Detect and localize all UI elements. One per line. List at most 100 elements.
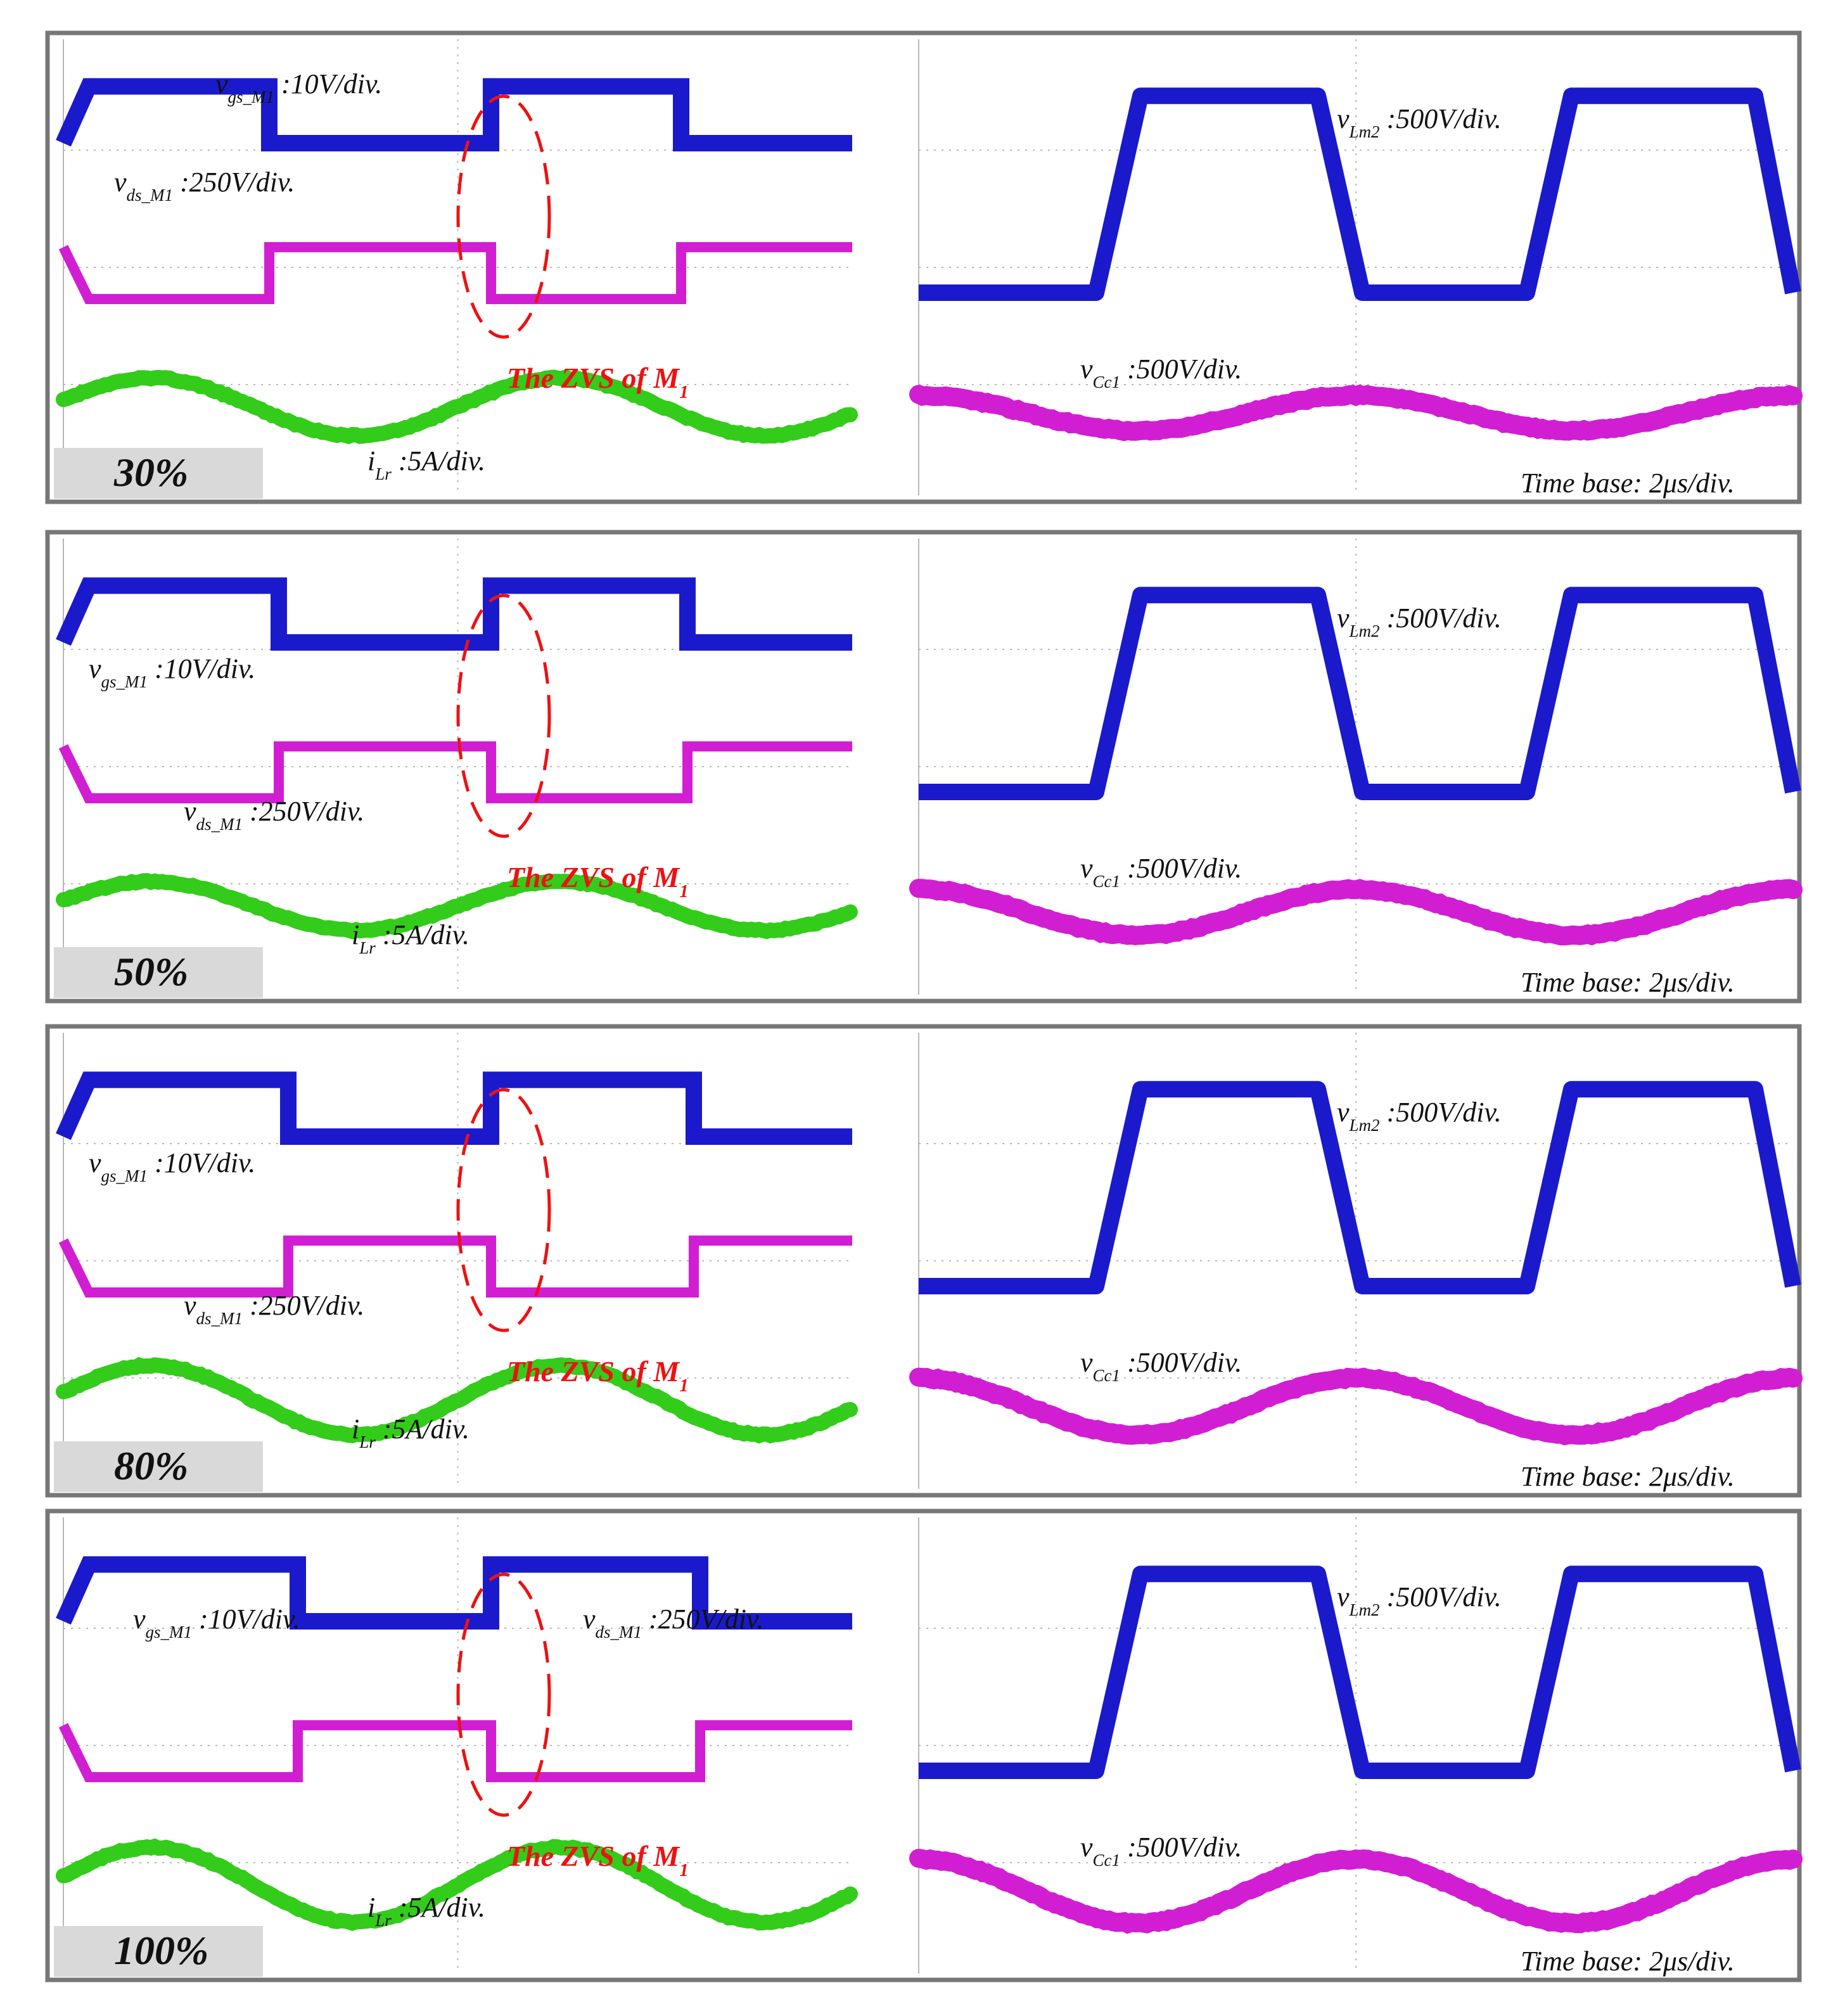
iLr-trace — [56, 873, 858, 940]
vgs-label-suffix: :10V/div. — [148, 653, 255, 684]
vgs-label-sub: gs_M1 — [146, 1623, 193, 1642]
vds-label: vds_M1 :250V/div. — [184, 796, 364, 834]
vgs-label: vgs_M1 :10V/div. — [89, 653, 255, 691]
vLm2-label-suffix: :500V/div. — [1380, 603, 1502, 634]
vgs-label: vgs_M1 :10V/div. — [215, 68, 382, 106]
vgs-label-sub: gs_M1 — [101, 1166, 148, 1185]
vCc1-label-sub: Cc1 — [1093, 872, 1121, 891]
vgs-label-suffix: :10V/div. — [192, 1604, 300, 1635]
load-label: 50% — [114, 949, 188, 994]
vgs-trace — [56, 577, 852, 651]
vCc1-label-suffix: :500V/div. — [1120, 1347, 1242, 1378]
vCc1-trace — [909, 1849, 1803, 1934]
iLr-label-suffix: :5A/div. — [376, 1413, 469, 1445]
vgs-label-main: v — [89, 1147, 101, 1178]
time-base-label: Time base: 2μs/div. — [1521, 967, 1735, 998]
vgs-label: vgs_M1 :10V/div. — [133, 1604, 300, 1642]
load-label: 100% — [114, 1928, 208, 1973]
load-label: 30% — [113, 450, 188, 495]
time-base-label: Time base: 2μs/div. — [1521, 468, 1735, 499]
vLm2-label: vLm2 :500V/div. — [1337, 103, 1502, 141]
vds-label-main: v — [184, 796, 196, 827]
iLr-label-sub: Lr — [359, 1432, 376, 1451]
zvs-annotation-main: The ZVS of M — [507, 861, 680, 893]
vds-label-suffix: :250V/div. — [243, 1290, 364, 1321]
vCc1-trace — [909, 384, 1803, 442]
vCc1-label: vCc1 :500V/div. — [1080, 1832, 1242, 1870]
vds-label-suffix: :250V/div. — [173, 167, 295, 198]
iLr-label-main: i — [352, 919, 359, 950]
vgs-label-suffix: :10V/div. — [148, 1147, 255, 1178]
zvs-annotation-main: The ZVS of M — [507, 362, 680, 394]
iLr-label-suffix: :5A/div. — [392, 1892, 485, 1923]
panel-frame — [45, 1509, 1802, 1982]
vLm2-label-sub: Lm2 — [1349, 1116, 1380, 1135]
load-label: 80% — [114, 1443, 188, 1488]
zvs-annotation-main: The ZVS of M — [507, 1840, 680, 1872]
vLm2-trace — [919, 587, 1801, 800]
load-tag-bg — [54, 947, 263, 998]
vLm2-label: vLm2 :500V/div. — [1337, 603, 1502, 641]
zvs-ellipse — [456, 1088, 551, 1332]
panel-frame — [45, 30, 1802, 504]
iLr-label: iLr :5A/div. — [367, 445, 485, 483]
zvs-ellipse — [456, 94, 551, 339]
zvs-annotation: The ZVS of M1 — [507, 1840, 689, 1880]
vgs-label-suffix: :10V/div. — [274, 68, 382, 99]
zvs-annotation: The ZVS of M1 — [507, 861, 689, 902]
vds-label-sub: ds_M1 — [596, 1623, 642, 1642]
iLr-label-sub: Lr — [374, 464, 392, 483]
vLm2-label-suffix: :500V/div. — [1380, 1097, 1502, 1128]
iLr-trace — [56, 1838, 858, 1931]
iLr-label: iLr :5A/div. — [352, 919, 469, 957]
vgs-trace — [56, 1071, 852, 1145]
time-base-label: Time base: 2μs/div. — [1521, 1461, 1735, 1492]
vds-label: vds_M1 :250V/div. — [114, 167, 295, 205]
vgs-trace — [56, 1556, 852, 1630]
iLr-trace — [56, 1356, 858, 1444]
vCc1-label-sub: Cc1 — [1093, 1851, 1121, 1870]
vLm2-trace — [919, 1566, 1801, 1779]
iLr-label: iLr :5A/div. — [367, 1892, 485, 1930]
vds-label-suffix: :250V/div. — [642, 1604, 763, 1635]
zvs-annotation-sub: 1 — [679, 1860, 689, 1880]
vCc1-label-suffix: :500V/div. — [1120, 354, 1242, 385]
vLm2-trace — [919, 1081, 1801, 1294]
vCc1-label-main: v — [1080, 1832, 1093, 1863]
vLm2-label-main: v — [1337, 1581, 1350, 1612]
zvs-annotation-sub: 1 — [679, 1375, 689, 1396]
vds-label-main: v — [583, 1604, 596, 1635]
vds-trace — [58, 741, 852, 803]
load-tag-bg — [54, 1926, 263, 1977]
left-grid — [63, 539, 852, 995]
zvs-annotation-main: The ZVS of M — [507, 1355, 680, 1388]
zvs-ellipse — [456, 1573, 551, 1817]
vCc1-label: vCc1 :500V/div. — [1080, 853, 1242, 891]
vCc1-trace — [909, 1367, 1803, 1446]
vds-trace — [58, 1720, 852, 1782]
zvs-annotation-sub: 1 — [679, 382, 689, 402]
vLm2-label-suffix: :500V/div. — [1380, 1581, 1502, 1612]
vds-label-sub: ds_M1 — [196, 1309, 243, 1328]
vgs-label-main: v — [89, 653, 101, 684]
load-tag-bg — [54, 448, 263, 499]
vCc1-label-sub: Cc1 — [1093, 373, 1121, 392]
vds-label-main: v — [114, 167, 127, 198]
vds-label: vds_M1 :250V/div. — [184, 1290, 364, 1328]
vds-trace — [58, 242, 852, 304]
iLr-label: iLr :5A/div. — [352, 1413, 469, 1451]
vds-label-main: v — [184, 1290, 196, 1321]
left-grid — [63, 1517, 852, 1974]
vLm2-trace — [919, 87, 1801, 301]
vgs-label-sub: gs_M1 — [101, 672, 148, 691]
vLm2-label-main: v — [1337, 1097, 1350, 1128]
vLm2-label-sub: Lm2 — [1349, 622, 1380, 641]
vCc1-label: vCc1 :500V/div. — [1080, 1347, 1242, 1385]
vCc1-label-main: v — [1080, 853, 1093, 884]
vds-label-suffix: :250V/div. — [243, 796, 364, 827]
vLm2-label-sub: Lm2 — [1349, 1600, 1380, 1619]
